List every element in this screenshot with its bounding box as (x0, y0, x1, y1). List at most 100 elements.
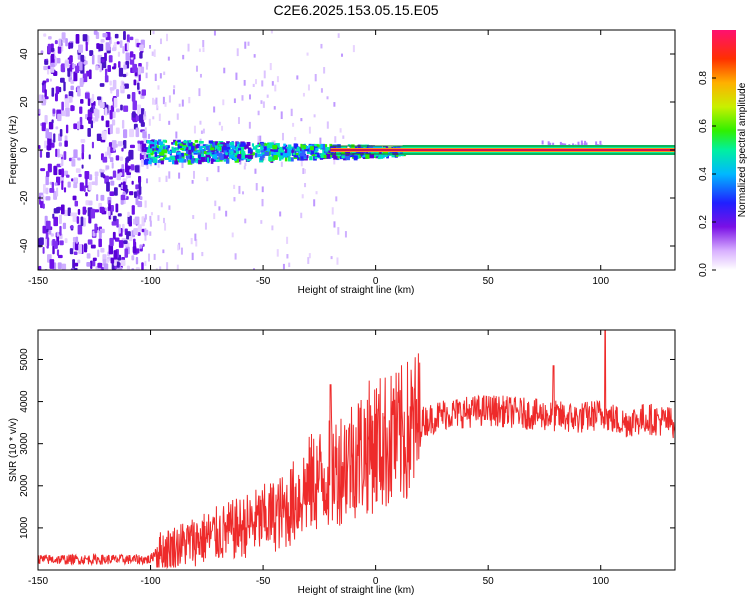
spectrogram-cell (191, 252, 194, 261)
spectrogram-cell (275, 143, 280, 148)
spectrogram-cell (282, 146, 287, 150)
spectrogram-cell (139, 244, 143, 249)
spectrogram-cell (222, 99, 225, 106)
spectrogram-cell (188, 96, 191, 104)
spectrogram-cell (70, 85, 74, 91)
spectrogram-cell (54, 182, 58, 186)
spectrogram-cell (105, 42, 111, 51)
spectrogram-cell (141, 89, 146, 96)
spectrogram-cell (580, 140, 583, 145)
spectrogram-cell (61, 32, 66, 40)
spectrogram-cell (220, 142, 226, 146)
spectrogram-cell (202, 47, 205, 53)
spectrogram-cell (286, 254, 289, 259)
spectrogram-cell (69, 248, 74, 255)
spectrogram-cell (240, 146, 244, 152)
spectrogram-cell (148, 148, 153, 153)
spectrogram-cell (159, 144, 165, 148)
spectrogram-cell (159, 152, 165, 156)
spectrogram-cell (143, 218, 146, 223)
spectrogram-cell (280, 161, 283, 167)
spectrogram-cell (38, 145, 41, 150)
spectrogram-cell (270, 151, 275, 154)
spectrogram-cell (40, 199, 43, 209)
spectrogram-cell (203, 155, 208, 160)
spectrogram-cell (122, 191, 127, 195)
spectrogram-cell (123, 240, 128, 245)
spectrogram-cell (244, 144, 249, 149)
spectrogram-xtick-label: -150 (28, 276, 48, 287)
spectrogram-cell (334, 136, 337, 143)
spectrogram-cell (234, 253, 237, 260)
spectrogram-cell (139, 44, 144, 52)
spectrogram-cell (137, 224, 142, 232)
spectrogram-cell (45, 220, 51, 231)
spectrogram-cell (92, 260, 96, 267)
spectrogram-cell (44, 60, 49, 65)
spectrogram-cell (272, 144, 278, 150)
spectrogram-cell (126, 175, 129, 179)
spectrogram-cell (104, 175, 109, 184)
spectrogram-cell (49, 188, 55, 193)
spectrogram-cell (188, 149, 192, 155)
spectrogram-cell (96, 133, 102, 141)
snr-xtick-label: 50 (483, 576, 495, 587)
spectrogram-cell (138, 176, 142, 184)
spectrogram-cell (41, 98, 46, 106)
snr-ytick-label: 2000 (19, 474, 30, 497)
spectrogram-cell (235, 146, 239, 151)
spectrogram-cell (218, 206, 221, 211)
spectrogram-cell (114, 237, 120, 242)
spectrogram-cell (279, 152, 285, 157)
spectrogram-cell (49, 181, 53, 185)
spectrogram-cell (94, 223, 98, 234)
spectrogram-cell (328, 147, 332, 151)
spectrogram-cell (150, 212, 153, 216)
spectrogram-cell (257, 135, 260, 144)
spectrogram-cell (214, 152, 220, 157)
spectrogram-cell (122, 81, 125, 86)
spectrogram-cell (223, 150, 226, 155)
spectrogram-cell (118, 224, 121, 234)
spectrogram-cell (50, 53, 55, 63)
spectrogram-cell (45, 170, 50, 177)
spectrogram-cell (255, 79, 258, 85)
spectrogram-cell (106, 181, 110, 192)
spectrogram-cell (191, 180, 194, 184)
spectrogram-cell (342, 146, 347, 149)
spectrogram-cell (267, 142, 271, 145)
spectrogram-cell (319, 137, 322, 145)
spectrogram-cell (343, 154, 346, 157)
spectrogram-cell (119, 266, 123, 270)
spectrogram-cell (142, 243, 145, 247)
spectrogram-cell (79, 106, 83, 114)
spectrogram-cell (193, 151, 198, 154)
spectrogram-cell (43, 65, 48, 71)
spectrogram-cell (380, 154, 384, 159)
spectrogram-cell (42, 203, 45, 209)
spectrogram-cell (146, 149, 150, 154)
spectrogram-cell (159, 73, 162, 79)
spectrogram-cell (173, 85, 176, 89)
spectrogram-cell (159, 266, 162, 270)
spectrogram-cell (144, 127, 147, 132)
spectrogram-cell (49, 78, 52, 82)
spectrogram-cell (271, 157, 275, 162)
spectrogram-cell (276, 76, 279, 83)
spectrogram-ytick-label: -20 (19, 190, 30, 205)
spectrogram-cell (252, 83, 255, 87)
spectrogram-cell (365, 144, 370, 149)
spectrogram-cell (61, 110, 67, 117)
spectrogram-cell (116, 261, 120, 268)
spectrogram-cell (142, 130, 147, 139)
spectrogram-cell (148, 159, 152, 165)
spectrogram-cell (122, 73, 127, 78)
spectrogram-cell (138, 66, 142, 75)
spectrogram-cell (76, 121, 81, 130)
spectrogram-cell (137, 201, 143, 208)
spectrogram-cell (241, 151, 246, 156)
spectrogram-cell (131, 255, 135, 261)
spectrogram-cell (65, 174, 70, 178)
spectrogram-cell (149, 44, 152, 49)
spectrogram-cell (306, 154, 309, 159)
